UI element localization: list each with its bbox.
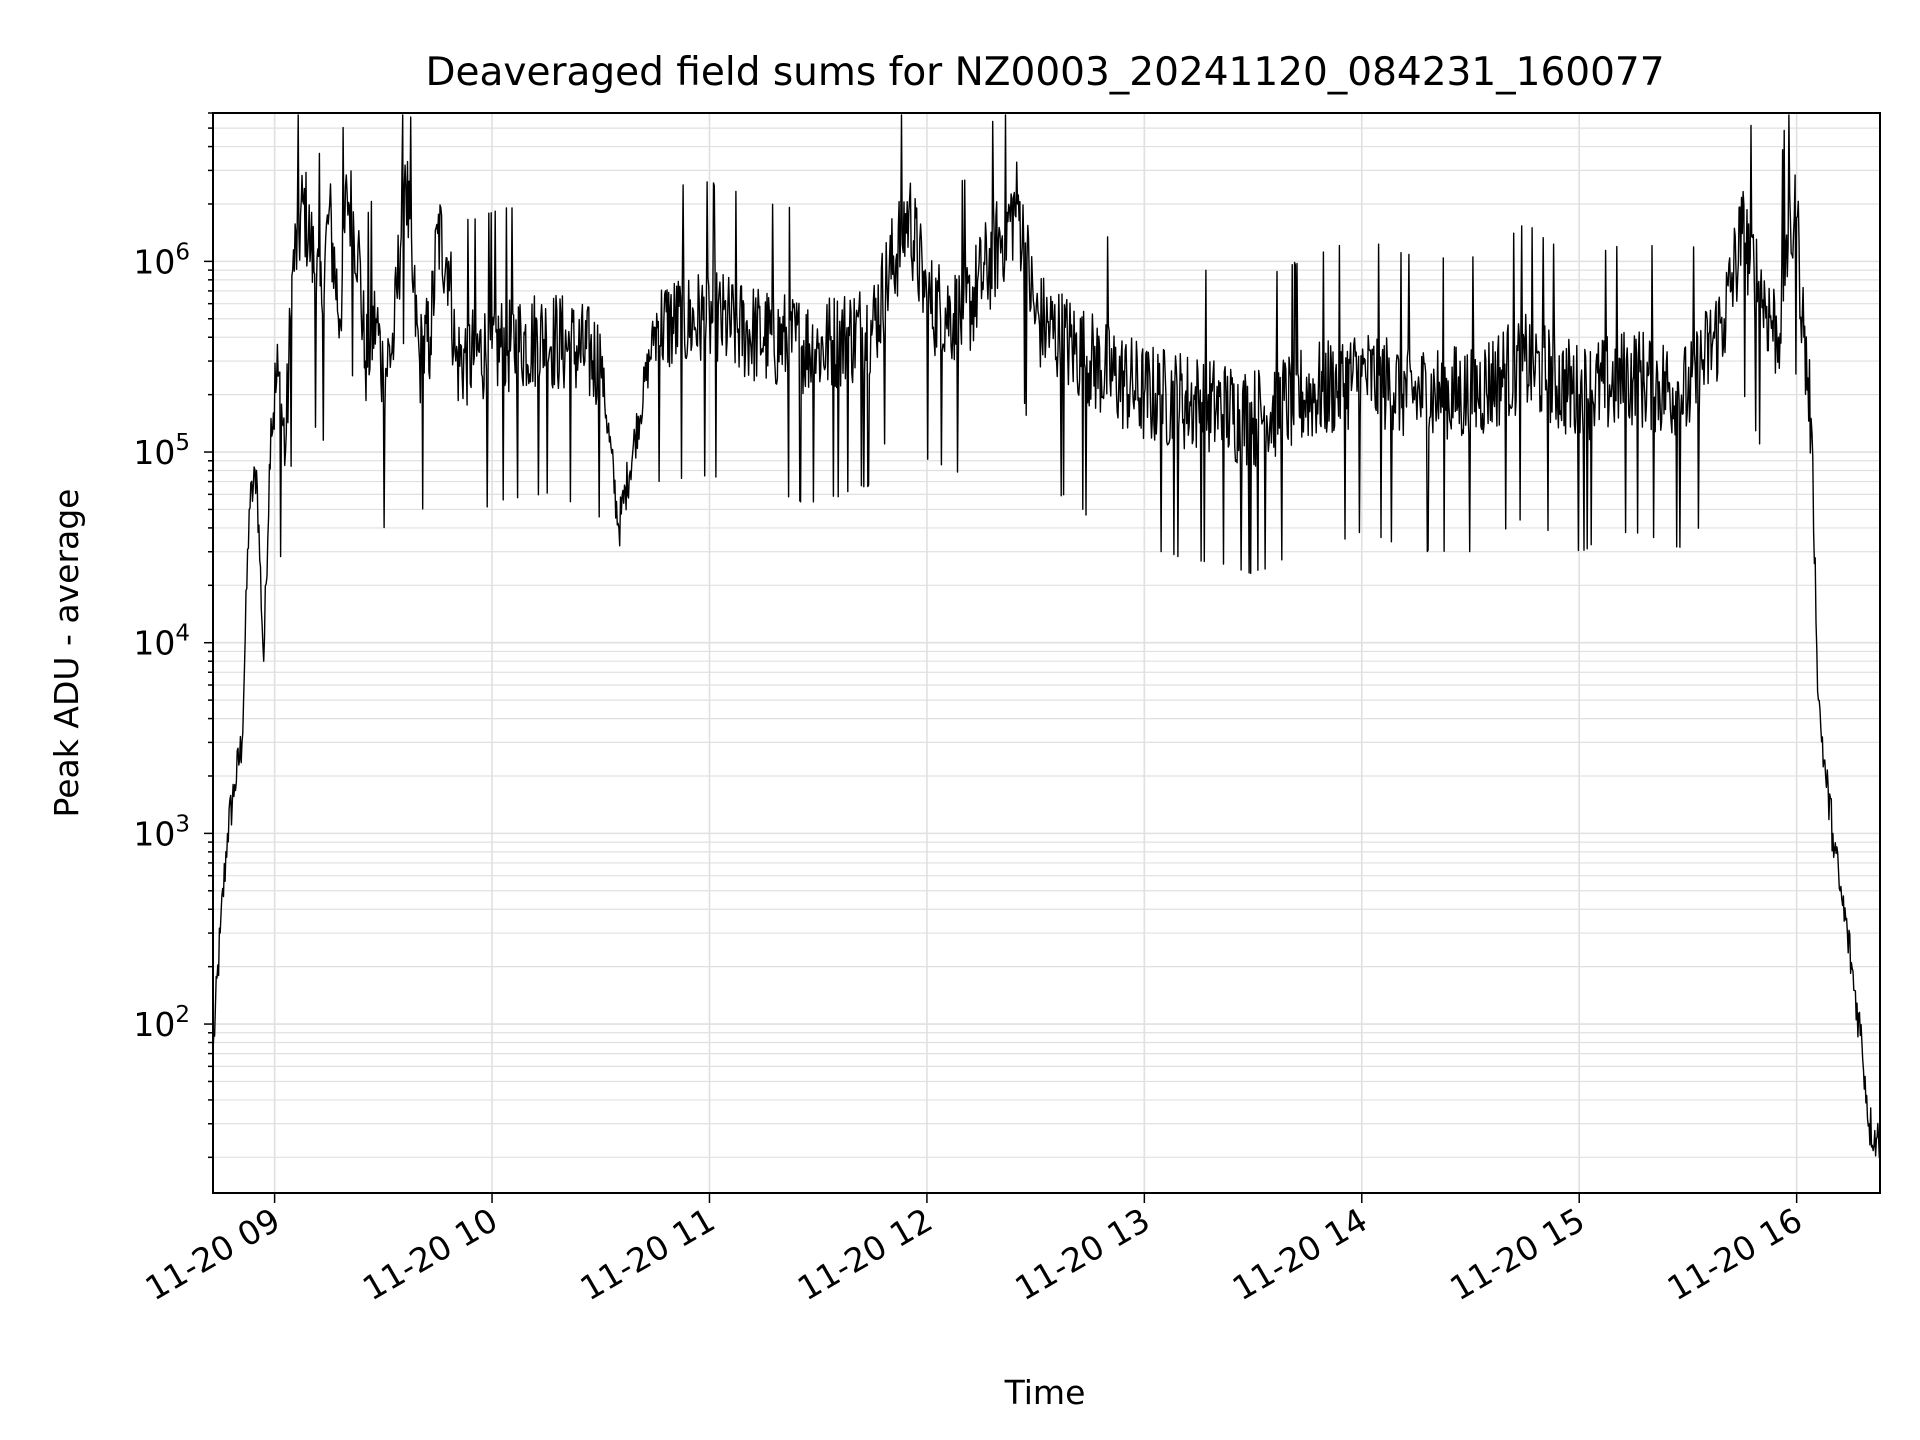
y-tick-label: 102 <box>133 1002 190 1044</box>
y-tick-label: 106 <box>133 239 190 281</box>
y-tick-label: 105 <box>133 430 190 472</box>
series-line <box>212 114 1881 1159</box>
y-tick-label: 103 <box>133 811 190 853</box>
chart-title: Deaveraged field sums for NZ0003_2024112… <box>425 50 1664 95</box>
y-axis-label: Peak ADU - average <box>47 489 86 818</box>
plot-frame <box>212 112 1881 1194</box>
x-axis-label: Time <box>1004 1373 1086 1412</box>
y-tick-label: 104 <box>133 621 190 663</box>
